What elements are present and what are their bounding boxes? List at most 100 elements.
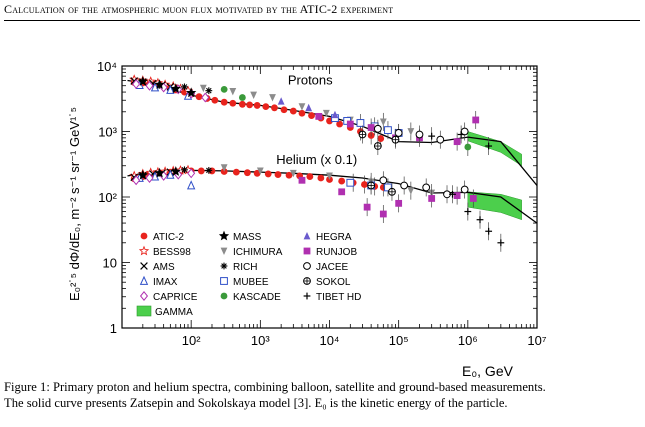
point-mass [170,83,181,94]
legend-label: TIBET HD [316,292,361,303]
legend-marker-tibet-hd [303,292,311,300]
point-mubee [356,119,365,127]
legend-marker-kascade [220,292,228,300]
legend-label: SOKOL [316,277,351,288]
point-kascade [238,94,246,101]
legend-marker-runjob [303,247,311,255]
point-rich [205,166,213,174]
point-caprice [145,173,154,183]
point-jacee [422,183,431,192]
point-ichimura [322,109,330,118]
x-axis-label: E₀, GeV [462,363,514,379]
y-tick-label: 10 [103,256,117,271]
point-atic-2 [336,120,344,128]
legend-label: BESS98 [153,247,191,258]
y-tick-label: 1 [110,321,117,336]
point-atic-2 [306,173,314,180]
point-ichimura [199,84,207,93]
point-tibet-hd [428,132,436,140]
x-tick-label: 10⁶ [458,333,478,348]
point-atic-2 [271,104,278,112]
point-runjob [453,138,461,146]
point-runjob [453,192,461,200]
annotation-0: Protons [288,73,333,88]
point-mass [154,167,165,178]
point-imax [166,84,175,94]
point-sokol [367,181,376,190]
point-rich [205,87,213,95]
point-ichimura [229,87,237,96]
point-hegra [305,103,313,112]
point-tibet-hd [485,142,493,150]
point-tibet-hd [449,190,456,198]
legend-label: AMS [153,262,175,273]
point-tibet-hd [476,216,484,224]
point-runjob [379,210,387,218]
point-atic-2 [220,98,228,106]
point-atic-2 [289,107,297,115]
point-jacee [379,176,388,185]
point-imax [166,169,175,179]
point-jacee [373,124,382,133]
legend-label: CAPRICE [153,292,198,303]
point-atic-2 [285,171,293,179]
point-caprice [132,79,141,90]
point-ichimura [298,103,306,111]
legend-marker-sokol [303,277,311,285]
caption-line-2: The solid curve presents Zatsepin and So… [4,396,508,410]
legend-marker-bess98 [138,245,150,256]
legend-label: IMAX [153,277,178,288]
x-tick-label: 10² [182,333,201,348]
point-atic-2 [377,135,385,142]
point-tibet-hd [457,131,465,138]
x-tick-label: 10⁷ [527,333,546,348]
point-runjob [469,195,477,202]
point-atic-2 [274,171,282,178]
point-tibet-hd [464,208,472,215]
point-atic-2 [229,99,237,107]
point-atic-2 [317,174,325,182]
point-atic-2 [197,167,205,175]
y-tick-label: 10³ [98,125,117,140]
point-runjob [315,113,323,120]
point-mass [137,169,148,180]
legend-label: MUBEE [233,277,269,288]
legend-label: RICH [233,262,257,273]
point-runjob [363,203,371,211]
point-rich [181,83,188,91]
point-ichimura [407,128,415,136]
legend-marker-caprice [139,291,149,301]
point-tibet-hd [497,239,505,247]
point-atic-2 [280,106,288,114]
point-jacee [460,127,469,136]
point-atic-2 [246,101,254,109]
point-mubee [384,183,392,192]
legend-label: JACEE [316,262,349,273]
flux-chart: 10² 10³ 10⁴ 10⁵ 10⁶ 10⁷ 1 10 10² 10³ 10⁴ Protons He… [67,59,547,379]
legend-marker-hegra [303,232,311,240]
point-runjob [338,188,346,196]
point-jacee [394,129,403,137]
point-kascade [464,143,472,151]
point-mass [154,79,165,89]
point-sokol [388,187,396,196]
point-runjob [298,176,306,184]
point-imax [150,82,160,92]
point-atic-2 [211,96,219,104]
point-atic-2 [298,109,306,117]
point-atic-2 [243,169,251,177]
point-sokol [373,142,382,150]
gamma-band-protons [467,131,522,167]
point-caprice [187,168,196,179]
point-ichimura [220,164,228,172]
legend-label: KASCADE [233,292,281,303]
legend-label: MASS [233,232,262,243]
point-runjob [428,195,436,202]
point-ichimura [256,167,264,175]
point-ichimura [407,187,415,195]
point-caprice [145,80,154,91]
point-jacee [460,185,469,194]
point-sokol [358,130,367,139]
x-tick-label: 10³ [251,333,270,348]
point-ichimura [289,169,297,178]
